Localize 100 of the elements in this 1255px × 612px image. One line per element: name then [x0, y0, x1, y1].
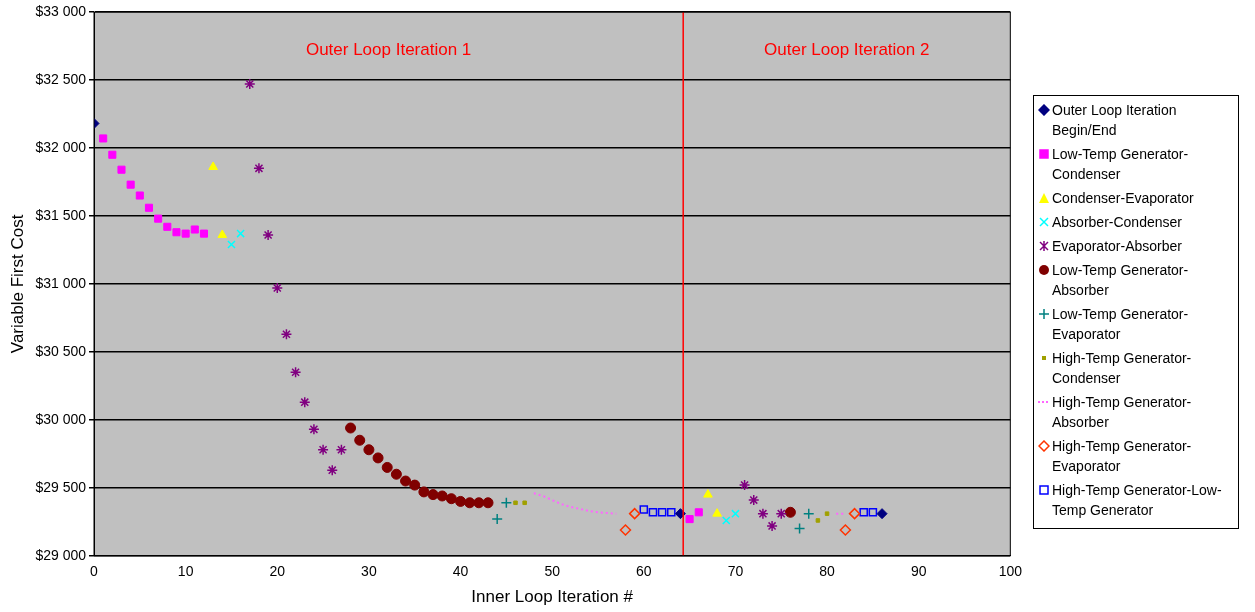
- point: [172, 228, 181, 237]
- point: [648, 508, 658, 517]
- point: [271, 282, 284, 294]
- x-tick-label: 0: [90, 563, 99, 580]
- y-tick-label: $32 000: [35, 138, 87, 155]
- point: [354, 434, 366, 446]
- point: [381, 461, 393, 473]
- point: [721, 516, 731, 525]
- point: [280, 328, 293, 340]
- legend-label: Evaporator-Absorber: [1052, 237, 1182, 256]
- point: [289, 366, 302, 379]
- x-tick-label: 50: [544, 563, 561, 580]
- point: [326, 464, 338, 476]
- point: [639, 505, 649, 514]
- point: [802, 507, 815, 520]
- point: [390, 468, 402, 480]
- x-tick-label: 100: [998, 563, 1023, 580]
- point: [99, 134, 108, 143]
- point: [409, 479, 421, 491]
- point: [738, 479, 751, 491]
- point: [262, 229, 274, 241]
- point: [190, 225, 199, 234]
- point: [685, 515, 694, 524]
- y-tick-label: $30 000: [35, 410, 87, 427]
- point: [427, 489, 439, 501]
- point: [491, 513, 503, 525]
- point: [400, 475, 412, 487]
- legend-label: High-Temp Generator-Evaporator: [1052, 437, 1193, 476]
- point: [208, 161, 218, 170]
- point: [418, 486, 430, 498]
- x-tick-label: 10: [177, 563, 194, 580]
- point: [868, 508, 878, 517]
- point: [363, 444, 375, 456]
- y-tick-label: $31 000: [35, 274, 87, 291]
- point: [126, 180, 135, 189]
- point: [766, 520, 778, 532]
- legend-label: Outer Loop Iteration Begin/End: [1052, 101, 1178, 140]
- legend-label: High-Temp Generator-Absorber: [1052, 393, 1193, 432]
- point: [628, 507, 641, 520]
- point: [345, 422, 357, 434]
- point: [464, 497, 476, 509]
- point: [757, 507, 769, 520]
- point: [253, 162, 265, 175]
- y-tick-label: $32 500: [35, 70, 87, 87]
- point: [619, 524, 632, 536]
- point: [199, 229, 208, 238]
- point: [667, 508, 676, 517]
- legend-label: Low-Temp Generator-Absorber: [1052, 261, 1190, 300]
- point: [775, 507, 787, 520]
- point: [217, 229, 228, 238]
- point: [335, 444, 348, 456]
- x-tick-label: 60: [636, 563, 652, 580]
- point: [522, 500, 527, 506]
- point: [108, 150, 117, 159]
- legend-label: Condenser-Evaporator: [1052, 189, 1194, 208]
- legend-label: Low-Temp Generator-Condenser: [1052, 145, 1190, 184]
- point: [473, 497, 485, 509]
- point: [299, 396, 311, 408]
- point: [839, 524, 852, 536]
- point: [824, 511, 830, 516]
- legend-label: High-Temp Generator-Low-Temp Generator: [1052, 481, 1223, 520]
- point: [784, 506, 796, 518]
- point: [848, 507, 861, 520]
- x-tick-label: 90: [910, 563, 927, 580]
- legend-label: High-Temp Generator-Condenser: [1052, 349, 1193, 388]
- point: [436, 490, 448, 502]
- point: [317, 444, 329, 456]
- point: [181, 229, 190, 238]
- point: [694, 508, 703, 517]
- point: [308, 423, 320, 436]
- point: [445, 493, 457, 505]
- point: [703, 489, 713, 498]
- point: [154, 214, 163, 223]
- y-tick-label: $29 500: [35, 478, 87, 495]
- point: [876, 508, 888, 520]
- point: [748, 494, 760, 506]
- x-tick-label: 70: [727, 563, 744, 580]
- point: [244, 78, 256, 90]
- point: [859, 508, 868, 517]
- point: [482, 497, 494, 509]
- point: [117, 165, 126, 174]
- y-tick-label: $30 500: [35, 342, 87, 359]
- point: [144, 203, 154, 212]
- y-axis-title: Variable First Cost: [7, 214, 27, 354]
- point: [500, 497, 513, 509]
- annotation: Outer Loop Iteration 1: [305, 39, 472, 59]
- x-tick-label: 80: [819, 563, 836, 580]
- point: [815, 518, 821, 523]
- point: [163, 222, 172, 231]
- x-tick-label: 20: [269, 563, 286, 580]
- legend-label: Absorber-Condenser: [1052, 213, 1182, 232]
- point: [135, 191, 144, 200]
- legend-label: Low-Temp Generator-Evaporator: [1052, 305, 1190, 344]
- point: [712, 508, 722, 517]
- y-tick-label: $33 000: [35, 2, 87, 19]
- point: [657, 508, 667, 517]
- y-tick-label: $31 500: [35, 206, 87, 223]
- point: [793, 522, 806, 535]
- annotation: Outer Loop Iteration 2: [764, 39, 930, 59]
- point: [227, 240, 236, 249]
